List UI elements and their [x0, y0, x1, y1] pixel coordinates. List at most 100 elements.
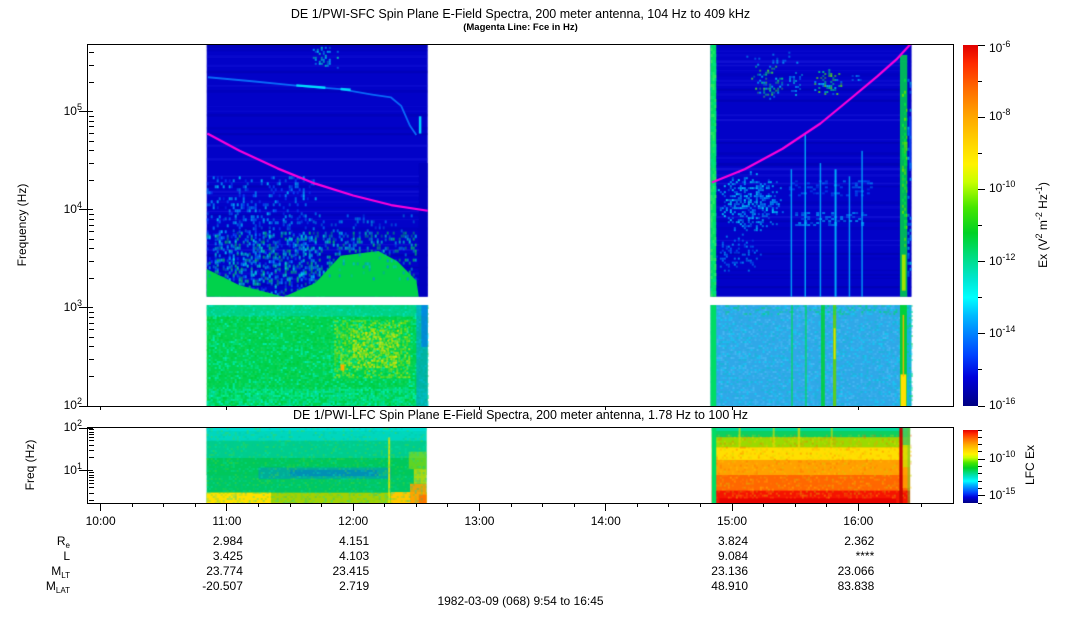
colorbar-tick-label: 10-15 [989, 485, 1016, 502]
colorbar-major-tick [978, 116, 985, 118]
y-major-tick [79, 470, 93, 472]
ephemeris-value: **** [855, 549, 875, 563]
x-major-tick [857, 503, 859, 511]
y-minor-tick [89, 500, 94, 502]
y-minor-tick [89, 440, 94, 442]
colorbar-major-tick [978, 261, 985, 263]
x-major-tick [100, 503, 102, 511]
x-minor-tick [194, 503, 196, 507]
sfc-colorbar [963, 45, 978, 406]
x-major-tick-sfc [605, 406, 607, 410]
y-minor-tick [89, 429, 94, 431]
y-minor-tick [89, 115, 94, 117]
y-minor-tick [89, 277, 94, 279]
ephemeris-value: 48.910 [711, 579, 748, 593]
ephemeris-value: 83.838 [837, 579, 875, 593]
y-minor-tick [89, 322, 94, 324]
x-tick-label: 12:00 [338, 514, 369, 528]
colorbar-minor-tick [978, 451, 982, 453]
y-minor-tick [89, 375, 94, 377]
x-major-tick-sfc [352, 406, 354, 410]
y-tick-label: 102 [63, 396, 82, 412]
sfc-y-axis-label: Frequency (Hz) [15, 183, 29, 267]
y-minor-tick [89, 444, 94, 446]
ephemeris-row-label: MLT [51, 564, 70, 580]
colorbar-major-tick [978, 333, 985, 335]
colorbar-minor-tick [978, 487, 982, 489]
y-minor-tick [89, 231, 94, 233]
x-minor-tick [289, 503, 291, 507]
sfc-spectrogram [88, 45, 953, 406]
y-minor-tick [89, 162, 94, 164]
y-minor-tick [89, 311, 94, 313]
lfc-title: DE 1/PWI-LFC Spin Plane E-Field Spectra,… [292, 408, 749, 422]
colorbar-tick-label: 10-14 [989, 323, 1016, 340]
x-minor-tick [415, 503, 417, 507]
x-minor-tick [826, 503, 828, 507]
colorbar-tick-label: 10-10 [989, 449, 1016, 466]
ephemeris-row-label: L [63, 549, 70, 563]
y-major-tick [79, 427, 93, 429]
ephemeris-row-label: Re [56, 534, 70, 550]
colorbar-minor-tick [978, 444, 982, 446]
ephemeris-value: 4.151 [339, 534, 370, 548]
x-minor-tick [510, 503, 512, 507]
colorbar-minor-tick [978, 225, 982, 226]
x-major-tick [352, 503, 354, 511]
x-major-tick [226, 503, 228, 511]
y-minor-tick [89, 248, 94, 250]
colorbar-tick-label: 10-16 [989, 396, 1016, 412]
ephemeris-value: 23.774 [206, 564, 243, 578]
x-minor-tick [889, 503, 891, 507]
x-minor-tick [163, 503, 165, 507]
ephemeris-value: 23.136 [711, 564, 748, 578]
y-tick-label: 103 [63, 297, 82, 314]
y-minor-tick [89, 133, 94, 135]
x-major-tick-sfc [731, 406, 733, 410]
x-major-tick-sfc [857, 406, 859, 410]
x-minor-tick [257, 503, 259, 507]
x-tick-label: 14:00 [590, 514, 621, 528]
colorbar-minor-tick [978, 473, 982, 475]
y-minor-tick [89, 472, 94, 474]
x-major-tick [731, 503, 733, 511]
y-tick-label: 101 [63, 460, 82, 477]
y-minor-tick [89, 329, 94, 331]
colorbar-minor-tick [978, 152, 982, 154]
y-minor-tick [89, 434, 94, 436]
colorbar-minor-tick [978, 429, 982, 431]
y-minor-tick [89, 316, 94, 318]
y-minor-tick [89, 150, 94, 152]
y-minor-tick [89, 479, 94, 481]
x-major-tick-sfc [478, 406, 480, 410]
colorbar-tick-label: 10-10 [989, 179, 1016, 196]
x-minor-tick [573, 503, 575, 507]
sfc-title: DE 1/PWI-SFC Spin Plane E-Field Spectra,… [290, 7, 751, 21]
x-major-tick-sfc [100, 406, 102, 410]
ephemeris-value: 2.984 [212, 534, 243, 548]
y-minor-tick [89, 346, 94, 348]
colorbar-minor-tick [978, 436, 982, 438]
x-tick-label: 16:00 [843, 514, 874, 528]
x-minor-tick [131, 503, 133, 507]
footer-date-range: 1982-03-09 (068) 9:54 to 16:45 [437, 594, 604, 608]
y-minor-tick [89, 358, 94, 360]
y-minor-tick [89, 449, 94, 451]
y-minor-tick [89, 238, 94, 240]
y-minor-tick [89, 477, 94, 478]
x-major-tick [605, 503, 607, 511]
x-tick-label: 15:00 [716, 514, 748, 528]
colorbar-tick-label: 10-6 [989, 39, 1011, 55]
y-minor-tick [89, 218, 94, 220]
colorbar-minor-tick [978, 466, 982, 467]
ephemeris-value: 9.084 [717, 549, 748, 563]
colorbar-major-tick [978, 188, 985, 190]
y-tick-label: 104 [63, 199, 82, 216]
x-minor-tick [668, 503, 670, 507]
x-tick-label: 11:00 [212, 514, 242, 528]
y-minor-tick [89, 431, 94, 433]
x-minor-tick [447, 503, 449, 507]
x-minor-tick [542, 503, 544, 507]
x-major-tick-sfc [226, 406, 228, 410]
